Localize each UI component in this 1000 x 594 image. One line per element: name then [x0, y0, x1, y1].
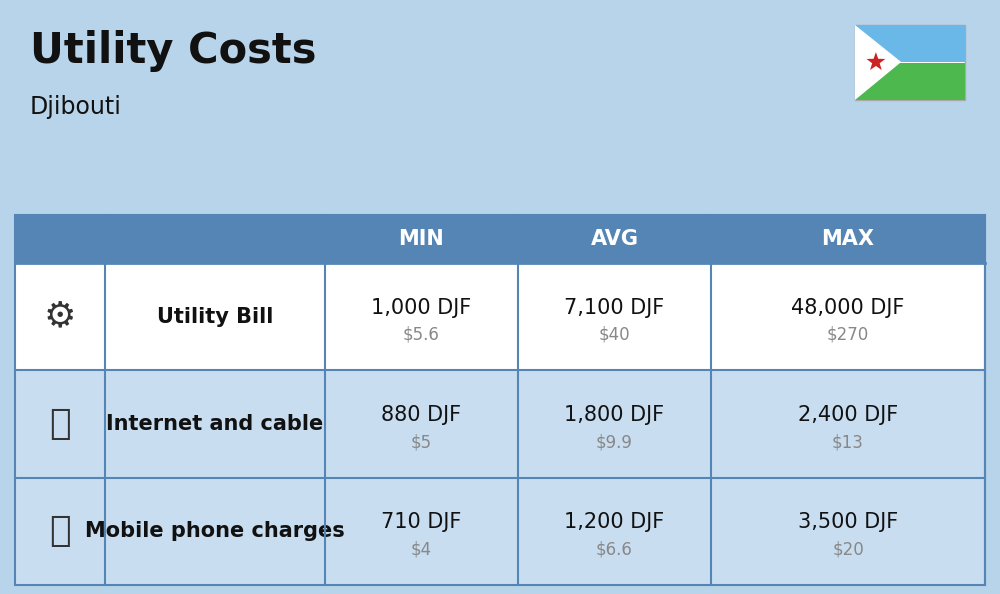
- Text: Mobile phone charges: Mobile phone charges: [85, 522, 345, 541]
- Bar: [855, 25, 965, 100]
- Text: $9.9: $9.9: [596, 433, 633, 451]
- Text: $5: $5: [411, 433, 432, 451]
- Text: $40: $40: [599, 326, 630, 344]
- Bar: [15, 215, 985, 585]
- Text: $20: $20: [832, 541, 864, 558]
- Text: 7,100 DJF: 7,100 DJF: [564, 298, 665, 318]
- Text: 1,000 DJF: 1,000 DJF: [371, 298, 472, 318]
- Text: 880 DJF: 880 DJF: [381, 405, 462, 425]
- Text: MIN: MIN: [399, 229, 444, 249]
- Text: 📱: 📱: [49, 514, 71, 548]
- Text: Utility Bill: Utility Bill: [157, 307, 273, 327]
- Text: ⚙: ⚙: [44, 299, 76, 334]
- Text: 710 DJF: 710 DJF: [381, 513, 462, 532]
- Bar: [855, 25, 965, 62]
- Bar: [15, 263, 985, 370]
- Polygon shape: [855, 25, 901, 100]
- Text: $13: $13: [832, 433, 864, 451]
- Polygon shape: [866, 52, 885, 70]
- Text: 2,400 DJF: 2,400 DJF: [798, 405, 898, 425]
- Bar: [855, 63, 965, 100]
- Text: $4: $4: [411, 541, 432, 558]
- Text: Internet and cable: Internet and cable: [106, 414, 324, 434]
- Text: Utility Costs: Utility Costs: [30, 30, 316, 72]
- Text: $270: $270: [827, 326, 869, 344]
- Text: Djibouti: Djibouti: [30, 95, 122, 119]
- Text: $6.6: $6.6: [596, 541, 633, 558]
- Text: 1,200 DJF: 1,200 DJF: [564, 513, 665, 532]
- Text: 1,800 DJF: 1,800 DJF: [564, 405, 665, 425]
- Bar: [15, 478, 985, 585]
- Text: $5.6: $5.6: [403, 326, 440, 344]
- Text: 3,500 DJF: 3,500 DJF: [798, 513, 898, 532]
- Text: 48,000 DJF: 48,000 DJF: [791, 298, 905, 318]
- Bar: [15, 215, 985, 263]
- Bar: [15, 370, 985, 478]
- Text: AVG: AVG: [590, 229, 639, 249]
- Text: 📶: 📶: [49, 407, 71, 441]
- Text: MAX: MAX: [822, 229, 874, 249]
